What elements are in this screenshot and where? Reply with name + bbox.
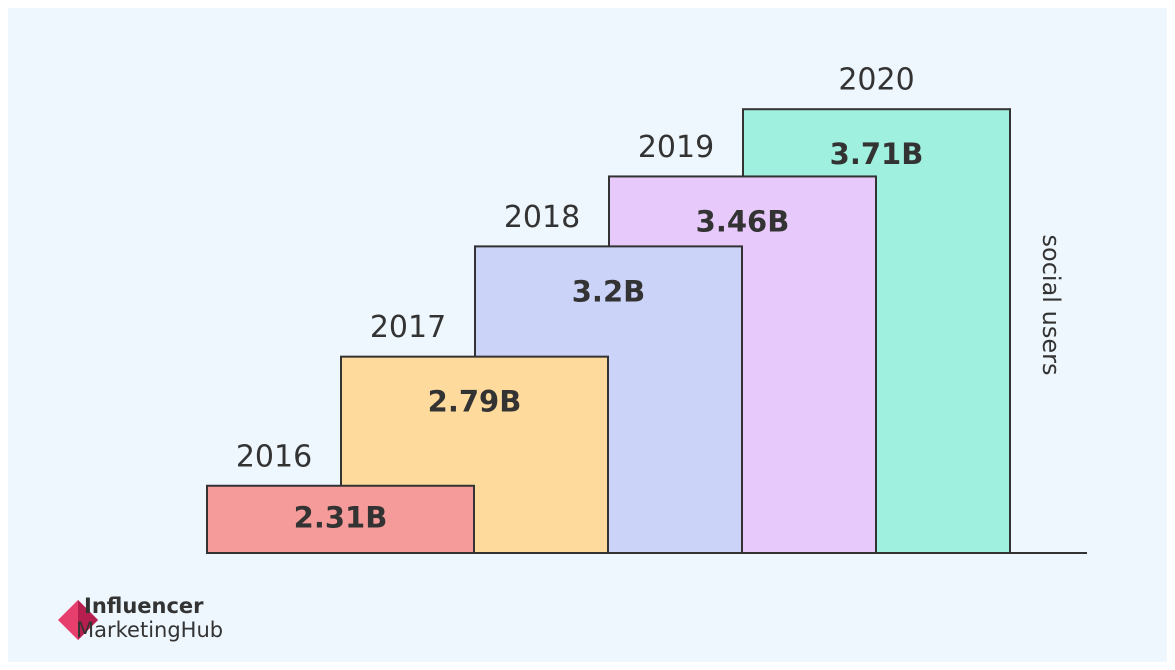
- y-axis-title: social users: [1037, 235, 1065, 376]
- value-label: 2.31B: [294, 500, 388, 534]
- logo-icon-shade: [78, 600, 98, 640]
- category-label: 2016: [236, 439, 312, 474]
- value-label: 3.71B: [830, 137, 924, 171]
- value-label: 2.79B: [428, 385, 522, 419]
- category-label: 2017: [370, 310, 446, 345]
- logo: Influencer MarketingHub: [58, 594, 223, 642]
- logo-line1: Influencer: [84, 594, 204, 618]
- logo-line2: MarketingHub: [76, 618, 223, 642]
- category-label: 2019: [638, 130, 714, 165]
- category-label: 2020: [838, 63, 914, 98]
- value-label: 3.2B: [572, 274, 645, 308]
- category-label: 2018: [504, 200, 580, 235]
- value-label: 3.46B: [696, 204, 790, 238]
- bar: [206, 484, 475, 554]
